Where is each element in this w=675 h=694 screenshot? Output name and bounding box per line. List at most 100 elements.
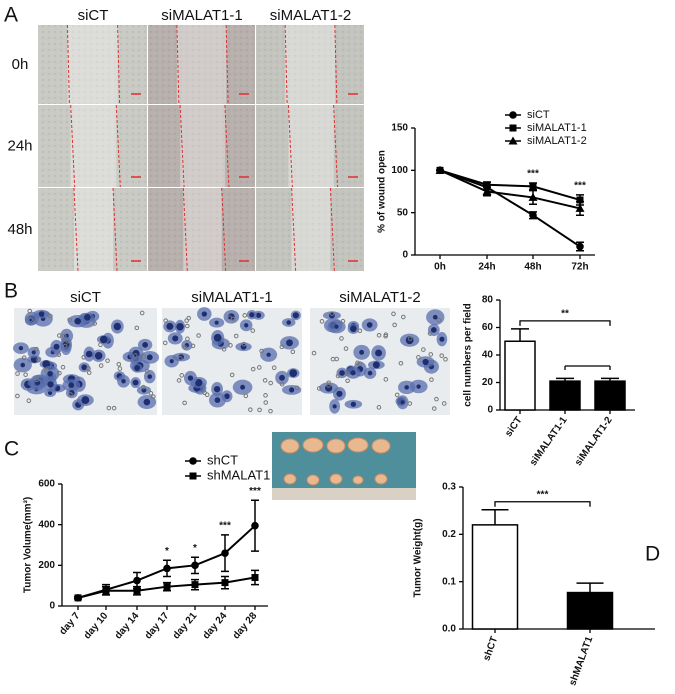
marker xyxy=(528,192,538,201)
pore xyxy=(81,355,87,360)
pore xyxy=(407,401,413,406)
wound-gap xyxy=(70,105,117,187)
column-label: siMALAT1-1 xyxy=(191,289,272,306)
pore xyxy=(357,328,363,334)
pore xyxy=(311,350,317,356)
pore xyxy=(202,390,207,396)
error-bar xyxy=(576,582,604,593)
marker xyxy=(509,124,517,132)
row-label: 24h xyxy=(7,137,32,154)
pore xyxy=(392,322,397,328)
pore xyxy=(339,336,344,341)
pore xyxy=(36,357,41,363)
y-tick-label: 80 xyxy=(482,295,494,306)
pore xyxy=(86,370,92,375)
marker xyxy=(163,583,171,591)
wound-edge xyxy=(66,24,70,105)
x-tick-label: 0h xyxy=(434,262,446,273)
bar xyxy=(504,340,536,411)
nucleus xyxy=(366,322,373,328)
nucleus xyxy=(334,324,339,329)
wound-edge xyxy=(179,104,185,188)
pore xyxy=(182,400,187,406)
nucleus xyxy=(81,364,88,371)
pore xyxy=(228,343,233,348)
row-label: 0h xyxy=(12,56,29,73)
pore xyxy=(184,323,190,329)
pore xyxy=(68,392,73,397)
pore xyxy=(441,401,447,406)
nucleus xyxy=(286,339,293,347)
nucleus xyxy=(372,361,380,369)
pore xyxy=(141,384,146,390)
nucleus xyxy=(134,365,141,371)
annotation: *** xyxy=(249,486,261,497)
x-tick-label: day 28 xyxy=(231,610,260,641)
x-tick-label: shCT xyxy=(481,635,500,662)
nucleus xyxy=(121,378,126,384)
marker xyxy=(575,203,585,212)
nucleus xyxy=(244,323,249,328)
pore xyxy=(279,381,285,387)
pore xyxy=(242,313,248,318)
x-tick-label: day 7 xyxy=(57,610,82,637)
tumor-photo xyxy=(272,432,416,500)
wound-gap xyxy=(73,188,114,271)
pore xyxy=(330,356,336,362)
y-tick-label: 0 xyxy=(487,405,493,416)
nucleus xyxy=(224,393,230,400)
line xyxy=(439,169,581,201)
column-label: siMALAT1-2 xyxy=(270,7,351,24)
pore xyxy=(65,338,71,344)
annotation: *** xyxy=(574,181,586,192)
legend-label: siMALAT1-1 xyxy=(527,122,587,134)
nucleus xyxy=(400,400,405,405)
wound-edge xyxy=(117,24,121,105)
pore xyxy=(139,310,145,316)
nucleus xyxy=(74,317,81,325)
nucleus xyxy=(213,333,222,342)
pore xyxy=(117,366,123,371)
annotation: *** xyxy=(527,169,539,180)
bracket-label: *** xyxy=(537,489,549,500)
marker xyxy=(189,472,197,480)
pore xyxy=(436,317,442,323)
pore xyxy=(98,342,103,347)
nucleus xyxy=(325,384,333,392)
pore xyxy=(434,396,439,402)
pore xyxy=(257,407,262,413)
pore xyxy=(48,313,53,319)
nucleus xyxy=(416,384,421,389)
pore xyxy=(15,393,20,399)
wound-gap xyxy=(180,105,225,187)
nucleus xyxy=(143,398,151,406)
marker xyxy=(191,581,199,589)
marker xyxy=(251,521,259,530)
nucleus xyxy=(375,349,383,357)
y-tick-label: 40 xyxy=(482,350,494,361)
y-axis-label: % of wound open xyxy=(377,150,388,233)
pore xyxy=(86,366,91,371)
x-tick-label: day 14 xyxy=(113,610,142,641)
pore xyxy=(227,315,233,321)
nucleus xyxy=(172,335,179,342)
pore xyxy=(116,361,122,367)
annotation: *** xyxy=(219,520,231,531)
wound-edge xyxy=(112,187,118,272)
pore xyxy=(61,333,67,339)
transwell-images: siCT siMALAT1-1 siMALAT1-2 xyxy=(12,289,450,415)
pore xyxy=(179,373,185,378)
pore xyxy=(243,393,249,399)
pore xyxy=(178,356,183,361)
pore xyxy=(439,353,445,358)
wound-gap xyxy=(291,188,331,271)
wound-images: siCT siMALAT1-1 siMALAT1-2 0h 24h 48h xyxy=(7,7,364,272)
pore xyxy=(233,333,239,339)
micrograph-texture xyxy=(256,105,364,187)
pore xyxy=(98,363,104,368)
nucleus xyxy=(249,312,255,318)
pore xyxy=(111,405,117,411)
pore xyxy=(271,365,277,371)
x-tick-label: day 24 xyxy=(201,610,230,641)
